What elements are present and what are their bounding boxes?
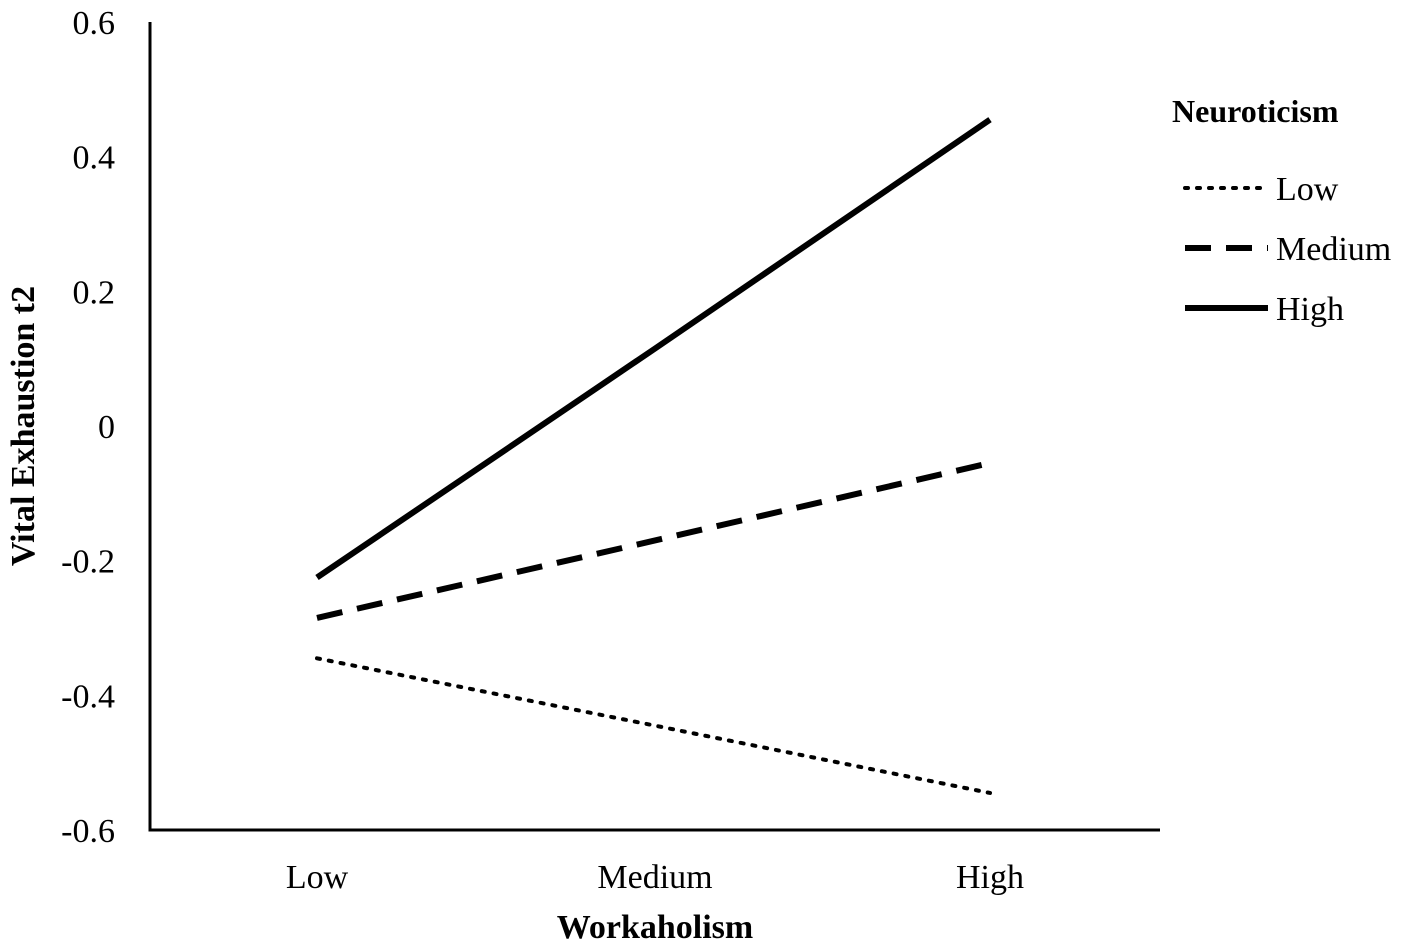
series-lines	[315, 117, 992, 795]
legend-title: Neuroticism	[1172, 93, 1339, 129]
legend: Neuroticism Low Medium High	[1172, 93, 1391, 328]
legend-label-low: Low	[1276, 171, 1339, 208]
series-line-high	[315, 117, 992, 580]
legend-label-medium: Medium	[1276, 231, 1391, 268]
series-line-medium	[316, 460, 991, 621]
y-tick-label: 0.6	[73, 5, 116, 42]
legend-label-high: High	[1276, 291, 1344, 328]
series-line-low	[315, 656, 992, 795]
x-tick-label: Medium	[597, 859, 712, 896]
y-axis-title: Vital Exhaustion t2	[5, 286, 42, 566]
x-tick-label: Low	[286, 859, 349, 896]
x-tick-label: High	[956, 859, 1024, 896]
x-axis-title: Workaholism	[557, 909, 753, 946]
y-tick-label: -0.4	[61, 678, 115, 715]
y-tick-label: 0.4	[73, 140, 116, 177]
axes	[148, 22, 1160, 832]
y-tick-label: -0.6	[61, 813, 115, 850]
y-tick-label: -0.2	[61, 544, 115, 581]
y-tick-label: 0.2	[73, 274, 116, 311]
y-tick-label: 0	[98, 409, 115, 446]
y-tick-labels: 0.6 0.4 0.2 0 -0.2 -0.4 -0.6	[61, 5, 115, 850]
x-tick-labels: Low Medium High	[286, 859, 1024, 896]
legend-items: Low Medium High	[1183, 171, 1391, 328]
